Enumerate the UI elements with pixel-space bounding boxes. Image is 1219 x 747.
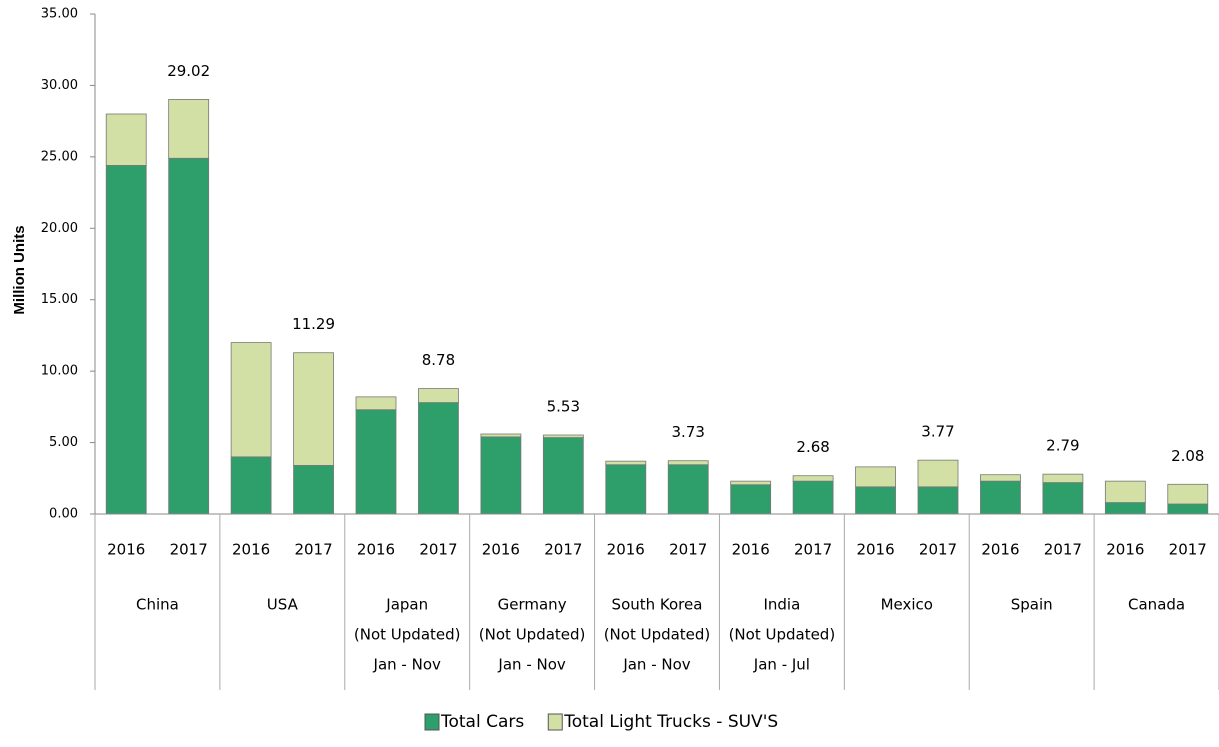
- x-tick-label: 2017: [294, 541, 332, 559]
- total-label: 3.77: [921, 423, 954, 441]
- y-tick-label: 35.00: [41, 7, 78, 22]
- group-label: Canada: [1128, 596, 1185, 614]
- y-tick-label: 30.00: [41, 78, 78, 93]
- x-tick-label: 2017: [919, 541, 957, 559]
- bar-segment: [792, 480, 834, 515]
- bar-segment: [105, 113, 147, 166]
- x-tick-label: 2017: [1169, 541, 1207, 559]
- group-label: (Not Updated): [354, 626, 461, 644]
- bar-segment: [1042, 482, 1084, 515]
- bar-segment: [542, 434, 584, 438]
- bar-segment: [230, 456, 272, 515]
- group-label: (Not Updated): [729, 626, 836, 644]
- x-tick-label: 2016: [482, 541, 520, 559]
- group-label: Japan: [385, 596, 428, 614]
- bar-segment: [605, 464, 647, 515]
- x-tick-label: 2016: [732, 541, 770, 559]
- group-label: Spain: [1011, 596, 1053, 614]
- bar-segment: [293, 352, 334, 466]
- group-label: Jan - Nov: [622, 656, 690, 674]
- bar-segment: [730, 484, 772, 515]
- x-tick-label: 2016: [232, 541, 270, 559]
- group-label: India: [763, 596, 800, 614]
- bar-segment: [355, 409, 397, 515]
- group-label: Jan - Nov: [373, 656, 441, 674]
- bar-segment: [980, 474, 1021, 482]
- x-tick-label: 2016: [357, 541, 395, 559]
- bar-segment: [855, 466, 896, 488]
- x-tick-label: 2017: [794, 541, 832, 559]
- group-label: China: [136, 596, 179, 614]
- bar-segment: [667, 464, 709, 515]
- bar-segment: [168, 99, 210, 159]
- group-label: USA: [267, 596, 299, 614]
- bar-segment: [542, 437, 584, 515]
- bar-segment: [667, 460, 709, 466]
- x-tick-label: 2017: [1044, 541, 1082, 559]
- bar-segment: [1167, 483, 1209, 505]
- total-label: 5.53: [547, 398, 580, 416]
- total-label: 3.73: [672, 423, 705, 441]
- total-label: 8.78: [422, 351, 455, 369]
- bar-segment: [855, 486, 896, 515]
- bar-segment: [418, 402, 459, 515]
- group-label: Jan - Nov: [497, 656, 565, 674]
- legend-swatch: [547, 713, 563, 731]
- x-tick-label: 2017: [669, 541, 707, 559]
- y-axis-label: Million Units: [11, 225, 28, 314]
- bar-segment: [230, 342, 272, 458]
- x-tick-label: 2016: [856, 541, 894, 559]
- group-label: (Not Updated): [604, 626, 711, 644]
- legend-swatch: [424, 713, 440, 731]
- y-tick-label: 15.00: [41, 292, 78, 307]
- bar-segment: [917, 486, 959, 515]
- bar-segment: [293, 465, 334, 515]
- y-tick-label: 5.00: [49, 435, 78, 450]
- group-label: South Korea: [612, 596, 703, 614]
- bar-segment: [1104, 502, 1146, 515]
- total-label: 2.79: [1046, 437, 1079, 455]
- bar-segment: [418, 388, 459, 403]
- x-tick-label: 2017: [544, 541, 582, 559]
- bar-segment: [605, 460, 647, 466]
- bar-segment: [1104, 480, 1146, 503]
- x-tick-label: 2016: [107, 541, 145, 559]
- group-label: Jan - Jul: [753, 656, 810, 674]
- bar-segment: [168, 157, 210, 515]
- legend-label: Total Cars: [440, 712, 524, 732]
- y-tick-label: 10.00: [41, 364, 78, 379]
- total-label: 2.08: [1171, 447, 1204, 465]
- bar-segment: [480, 436, 522, 515]
- total-label: 2.68: [796, 438, 829, 456]
- bar-segment: [917, 459, 959, 488]
- group-label: Mexico: [881, 596, 933, 614]
- bar-segment: [730, 480, 772, 486]
- total-label: 29.02: [167, 62, 210, 80]
- bar-segment: [1042, 473, 1084, 483]
- x-tick-label: 2016: [981, 541, 1019, 559]
- x-tick-label: 2016: [607, 541, 645, 559]
- y-tick-label: 0.00: [49, 507, 78, 522]
- bar-segment: [480, 433, 522, 438]
- bar-segment: [1167, 503, 1209, 515]
- x-tick-label: 2017: [419, 541, 457, 559]
- group-label: (Not Updated): [479, 626, 586, 644]
- bar-segment: [355, 396, 397, 411]
- bar-segment: [980, 480, 1021, 515]
- x-tick-label: 2017: [170, 541, 208, 559]
- group-label: Germany: [498, 596, 567, 614]
- bar-segment: [792, 475, 834, 482]
- total-label: 11.29: [292, 315, 335, 333]
- legend-label: Total Light Trucks - SUV'S: [563, 712, 778, 732]
- x-tick-label: 2016: [1106, 541, 1144, 559]
- y-tick-label: 20.00: [41, 221, 78, 236]
- y-tick-label: 25.00: [41, 149, 78, 164]
- bar-segment: [105, 165, 147, 515]
